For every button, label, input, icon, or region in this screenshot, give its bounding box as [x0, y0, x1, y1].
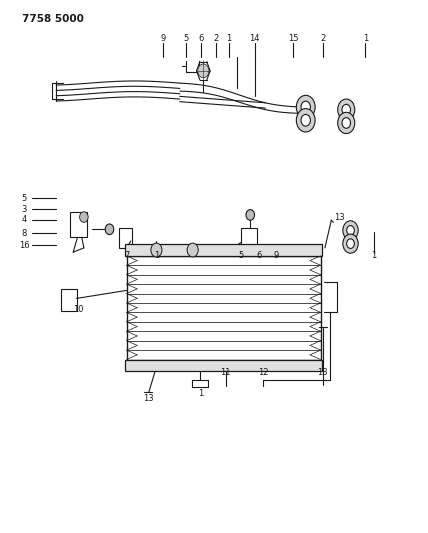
- Circle shape: [296, 95, 315, 119]
- Text: 2: 2: [214, 35, 219, 44]
- Circle shape: [105, 224, 114, 235]
- Text: 3: 3: [21, 205, 27, 214]
- Text: 1: 1: [154, 252, 159, 260]
- Text: 2: 2: [320, 35, 325, 44]
- Circle shape: [343, 221, 358, 240]
- Circle shape: [80, 212, 88, 222]
- Circle shape: [246, 209, 255, 220]
- Text: 14: 14: [249, 35, 260, 44]
- Text: 1: 1: [198, 389, 203, 398]
- Circle shape: [347, 239, 354, 248]
- Text: 5: 5: [21, 194, 27, 203]
- Circle shape: [338, 99, 355, 120]
- Text: 4: 4: [21, 215, 27, 224]
- Text: 7758 5000: 7758 5000: [22, 14, 84, 24]
- Bar: [192, 379, 208, 387]
- Text: 6: 6: [199, 35, 204, 44]
- Circle shape: [342, 104, 351, 115]
- Text: 5: 5: [238, 252, 244, 260]
- Bar: [119, 228, 132, 248]
- Bar: [125, 360, 322, 371]
- Circle shape: [301, 101, 310, 113]
- Text: 10: 10: [74, 304, 84, 313]
- Bar: [61, 289, 77, 311]
- Text: 1: 1: [372, 252, 377, 260]
- Circle shape: [187, 243, 198, 257]
- Bar: [70, 212, 87, 237]
- Bar: [127, 256, 321, 360]
- Circle shape: [198, 64, 209, 78]
- Text: 1: 1: [226, 35, 232, 44]
- Text: 1: 1: [363, 35, 368, 44]
- Bar: [125, 244, 322, 256]
- Text: 13: 13: [318, 368, 328, 377]
- Text: 11: 11: [220, 368, 231, 377]
- Circle shape: [151, 243, 162, 257]
- Text: 13: 13: [335, 213, 345, 222]
- Text: 7: 7: [124, 252, 129, 260]
- Text: 6: 6: [256, 252, 262, 260]
- Text: 13: 13: [143, 394, 154, 403]
- Text: 12: 12: [258, 368, 268, 377]
- Circle shape: [301, 115, 310, 126]
- Circle shape: [343, 234, 358, 253]
- Circle shape: [296, 109, 315, 132]
- Circle shape: [338, 112, 355, 134]
- Text: 9: 9: [273, 252, 279, 260]
- Text: 5: 5: [184, 35, 189, 44]
- Text: 8: 8: [21, 229, 27, 238]
- Circle shape: [347, 225, 354, 235]
- Bar: [241, 228, 257, 249]
- Text: 9: 9: [160, 35, 166, 44]
- Text: 16: 16: [19, 241, 30, 250]
- Circle shape: [342, 118, 351, 128]
- Text: 15: 15: [288, 35, 298, 44]
